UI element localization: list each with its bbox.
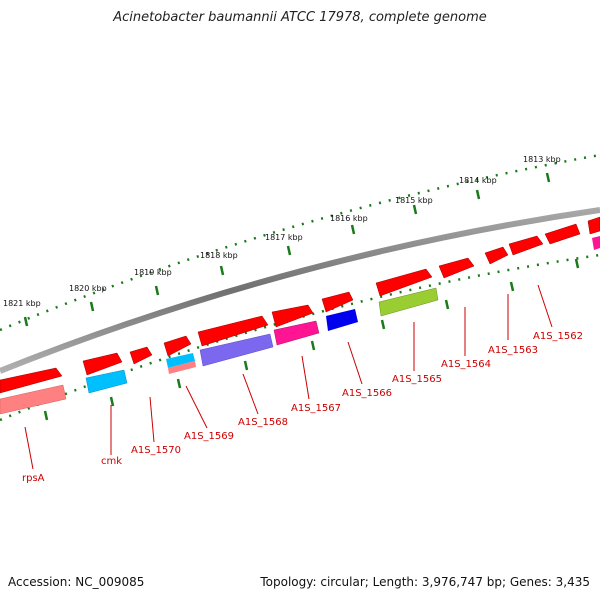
gene-arrow[interactable] — [197, 315, 269, 347]
gene-label[interactable]: A1S_1570 — [131, 445, 181, 456]
gene-arrow[interactable] — [544, 223, 581, 245]
gene-arrow[interactable] — [82, 352, 123, 376]
map-title: Acinetobacter baumannii ATCC 17978, comp… — [113, 10, 487, 25]
gene-arrow[interactable] — [587, 216, 600, 235]
kbp-label: 1815 kbp — [395, 196, 433, 205]
gene-label[interactable]: A1S_1565 — [392, 374, 442, 385]
gene-label[interactable]: A1S_1569 — [184, 431, 234, 442]
gene-label[interactable]: A1S_1567 — [291, 403, 341, 414]
gene-label[interactable]: rpsA — [22, 473, 45, 484]
feature-block-purple[interactable] — [199, 333, 274, 367]
gene-arrow[interactable] — [0, 367, 63, 394]
gene-arrow[interactable] — [375, 268, 433, 297]
gene-arrow[interactable] — [508, 235, 544, 256]
gene-arrow[interactable] — [484, 246, 509, 265]
gene-label[interactable]: A1S_1568 — [238, 417, 288, 428]
gene-arrow[interactable] — [163, 335, 192, 357]
kbp-label: 1817 kbp — [265, 233, 303, 242]
gene-label[interactable]: A1S_1562 — [533, 331, 583, 342]
feature-block-lime[interactable] — [378, 287, 439, 317]
outer-tick-ring — [0, 153, 600, 332]
feature-block-cyan[interactable] — [85, 369, 128, 394]
gene-arrow[interactable] — [129, 346, 153, 365]
kbp-label: 1813 kbp — [523, 155, 561, 164]
gene-label[interactable]: A1S_1563 — [488, 345, 538, 356]
kbp-label: 1818 kbp — [200, 251, 238, 260]
feature-block-magenta[interactable] — [273, 320, 320, 346]
genome-backbone — [0, 207, 600, 374]
feature-block-magenta[interactable] — [592, 236, 600, 250]
kbp-label: 1820 kbp — [69, 284, 107, 293]
gene-arrow[interactable] — [271, 304, 314, 328]
kbp-label: 1816 kbp — [330, 214, 368, 223]
feature-track — [0, 236, 600, 415]
feature-block-pink[interactable] — [0, 384, 67, 415]
gene-label[interactable]: A1S_1564 — [441, 359, 491, 370]
forward-cds-track — [0, 216, 600, 394]
kbp-label: 1814 kbp — [459, 176, 497, 185]
label-leaders — [24, 284, 553, 470]
inner-major-ticks — [43, 258, 580, 421]
kbp-label: 1819 kbp — [134, 268, 172, 277]
outer-major-ticks — [23, 172, 551, 327]
gene-arrow[interactable] — [438, 257, 475, 279]
accession-text: Accession: NC_009085 — [8, 575, 145, 589]
feature-block-pink[interactable] — [168, 361, 196, 374]
gene-label[interactable]: cmk — [101, 456, 122, 467]
genome-summary-text: Topology: circular; Length: 3,976,747 bp… — [260, 575, 590, 589]
feature-block-blue[interactable] — [326, 309, 358, 331]
gene-arrow[interactable] — [321, 291, 354, 313]
feature-block-cyan[interactable] — [166, 353, 195, 368]
kbp-label: 1821 kbp — [3, 299, 41, 308]
gene-label[interactable]: A1S_1566 — [342, 388, 392, 399]
